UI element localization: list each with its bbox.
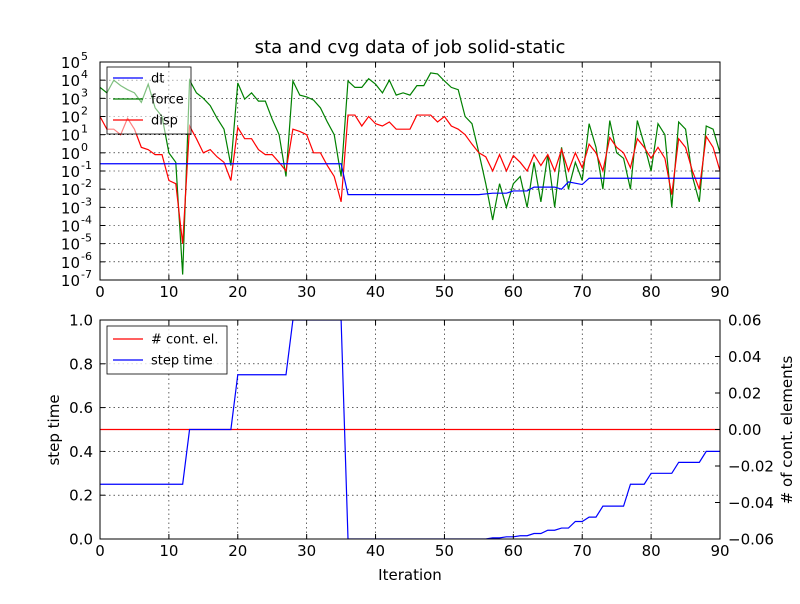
top-y-tick-label: 10 (61, 90, 80, 108)
top-x-tick-label: 20 (228, 283, 247, 301)
bottom-left-y-tick-label: 0.0 (69, 531, 93, 549)
top-y-tick-exponent: 1 (81, 123, 88, 136)
top-legend: dt force disp (106, 66, 192, 135)
top-y-tick-exponent: -3 (81, 195, 92, 208)
top-y-tick-label: 10 (61, 181, 80, 199)
top-y-tick-exponent: 4 (81, 68, 88, 81)
top-y-tick-base: 10 (61, 163, 80, 181)
bottom-right-y-tick-label: 0.02 (728, 385, 761, 403)
top-y-tick-label: 10 (61, 236, 80, 254)
top-y-tick-base: 10 (61, 218, 80, 236)
top-y-tick-base: 10 (61, 127, 80, 145)
bottom-right-y-tick-label: 0.00 (728, 421, 761, 439)
top-y-tick-base: 10 (61, 109, 80, 127)
top-y-tick-label: 10 (61, 127, 80, 145)
top-y-tick-label: 10 (61, 272, 80, 290)
top-y-tick-label: 10 (61, 218, 80, 236)
bottom-x-tick-label: 30 (297, 542, 316, 560)
bottom-left-y-tick-label: 0.6 (69, 399, 93, 417)
top-y-tick-base: 10 (61, 181, 80, 199)
top-y-tick-base: 10 (61, 199, 80, 217)
top-series-line-dt (100, 163, 720, 196)
top-plot-frame (99, 61, 721, 281)
top-chart-panel: sta and cvg data of job solid-static 0 10… (61, 37, 730, 301)
top-x-tick-label: 90 (710, 283, 729, 301)
bottom-x-tick-label: 90 (710, 542, 729, 560)
top-y-tick-base: 10 (61, 272, 80, 290)
top-chart-title: sta and cvg data of job solid-static (255, 37, 566, 58)
top-y-tick-label: 10 (61, 109, 80, 127)
top-legend-label-dt: dt (151, 72, 164, 87)
top-y-tick-exponent: 0 (81, 141, 88, 154)
top-y-tick-exponent: 5 (81, 50, 88, 63)
bottom-x-tick-label: 50 (435, 542, 454, 560)
bottom-right-y-axis-label: # of cont. elements (778, 356, 796, 505)
bottom-right-y-tick-label: −0.02 (728, 458, 774, 476)
top-y-tick-base: 10 (61, 54, 80, 72)
top-x-tick-label: 70 (573, 283, 592, 301)
bottom-x-tick-label: 40 (366, 542, 385, 560)
bottom-axis-ticks: 0 10 20 30 40 50 60 70 80 90 0.0 0.2 0.4 0.6 0.8 1.0 −0.… (69, 312, 774, 561)
top-x-tick-label: 0 (95, 283, 105, 301)
top-legend-label-disp: disp (151, 114, 178, 129)
top-y-tick-exponent: 2 (81, 105, 88, 118)
top-y-tick-label: 10 (61, 145, 80, 163)
top-y-tick-exponent: -2 (81, 177, 92, 190)
bottom-left-y-tick-label: 0.8 (69, 355, 93, 373)
top-y-tick-exponent: -7 (81, 268, 92, 281)
top-y-tick-exponent: -1 (81, 159, 92, 172)
bottom-right-y-tick-label: 0.06 (728, 312, 761, 330)
bottom-legend-box (106, 325, 228, 375)
top-legend-label-force: force (151, 93, 184, 108)
top-x-tick-label: 60 (504, 283, 523, 301)
bottom-right-y-tick-label: 0.04 (728, 348, 761, 366)
bottom-right-y-tick-label: −0.04 (728, 494, 774, 512)
top-y-tick-label: 10 (61, 163, 80, 181)
bottom-legend: # cont. el. step time (106, 325, 228, 375)
top-y-tick-label: 10 (61, 72, 80, 90)
bottom-x-tick-label: 0 (95, 542, 105, 560)
bottom-x-tick-label: 80 (642, 542, 661, 560)
top-y-tick-base: 10 (61, 145, 80, 163)
top-y-tick-base: 10 (61, 72, 80, 90)
top-series-line-force (100, 72, 720, 275)
bottom-x-tick-label: 70 (573, 542, 592, 560)
top-x-tick-label: 50 (435, 283, 454, 301)
bottom-legend-label: step time (151, 354, 213, 369)
top-y-tick-label: 10 (61, 199, 80, 217)
top-y-tick-base: 10 (61, 254, 80, 272)
bottom-legend-label: # cont. el. (151, 333, 218, 348)
top-y-tick-exponent: 3 (81, 86, 88, 99)
bottom-series-line-step-time (100, 320, 720, 539)
top-series-line-disp (100, 114, 720, 244)
bottom-right-y-tick-label: −0.06 (728, 531, 774, 549)
bottom-x-tick-label: 20 (228, 542, 247, 560)
bottom-left-y-axis-label: step time (45, 394, 63, 465)
bottom-x-axis-label: Iteration (378, 566, 442, 584)
top-series-group (100, 72, 720, 275)
bottom-series-group (100, 320, 720, 539)
bottom-chart-panel: 0 10 20 30 40 50 60 70 80 90 0.0 0.2 0.4 0.6 0.8 1.0 −0.… (45, 312, 796, 585)
bottom-left-y-tick-label: 1.0 (69, 312, 93, 330)
bottom-x-tick-label: 60 (504, 542, 523, 560)
top-y-tick-exponent: -6 (81, 250, 92, 263)
bottom-left-y-tick-label: 0.4 (69, 443, 93, 461)
top-y-tick-exponent: -5 (81, 232, 92, 245)
top-y-tick-label: 10 (61, 54, 80, 72)
top-x-tick-label: 10 (159, 283, 178, 301)
top-x-tick-label: 30 (297, 283, 316, 301)
top-x-tick-label: 40 (366, 283, 385, 301)
bottom-plot-frame (99, 319, 721, 540)
bottom-x-tick-label: 10 (159, 542, 178, 560)
top-x-tick-label: 80 (642, 283, 661, 301)
top-y-tick-base: 10 (61, 236, 80, 254)
bottom-left-y-tick-label: 0.2 (69, 487, 93, 505)
top-y-tick-exponent: -4 (81, 214, 92, 227)
top-y-tick-base: 10 (61, 90, 80, 108)
top-y-tick-label: 10 (61, 254, 80, 272)
